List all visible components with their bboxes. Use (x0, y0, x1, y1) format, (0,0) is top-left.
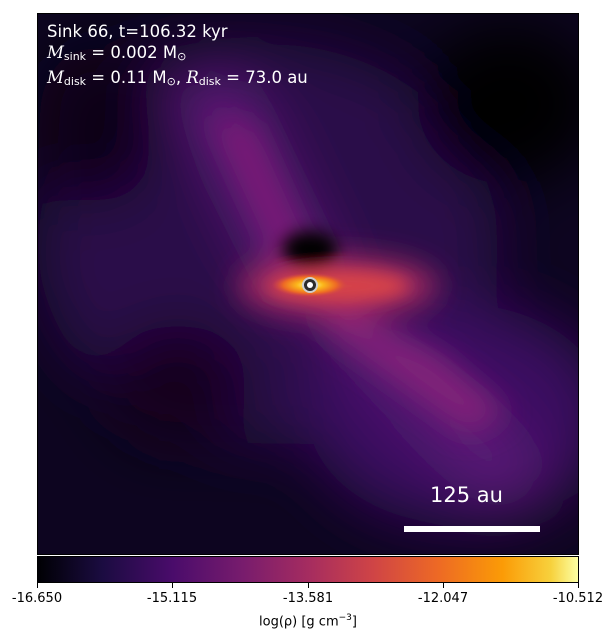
density-map: Sink 66, t=106.32 kyr Msink = 0.002 M⊙ M… (37, 13, 579, 555)
colorbar-tick (578, 583, 579, 588)
colorbar-tick (308, 583, 309, 588)
colorbar-tick-label: -10.512 (552, 591, 604, 606)
colorbar-tick (443, 583, 444, 588)
sink-info: Sink 66, t=106.32 kyr Msink = 0.002 M⊙ M… (47, 21, 308, 92)
scale-bar-label: 125 au (430, 483, 503, 507)
colorbar-tick-label: -16.650 (11, 591, 63, 606)
disk-mass-radius-label: Mdisk = 0.11 M⊙, Rdisk = 73.0 au (47, 68, 308, 88)
scale-bar (404, 526, 540, 532)
colorbar-tick-label: -15.115 (146, 591, 198, 606)
density-image (38, 14, 578, 554)
colorbar-tick-label: -13.581 (282, 591, 334, 606)
colorbar-tick (37, 583, 38, 588)
colorbar (37, 556, 579, 583)
colorbar-label: log(ρ) [g cm−3] (259, 613, 357, 630)
colorbar-tick (172, 583, 173, 588)
sink-time-label: Sink 66, t=106.32 kyr (47, 22, 228, 41)
colorbar-tick-label: -12.047 (417, 591, 469, 606)
sink-mass-label: Msink = 0.002 M⊙ (47, 43, 187, 63)
